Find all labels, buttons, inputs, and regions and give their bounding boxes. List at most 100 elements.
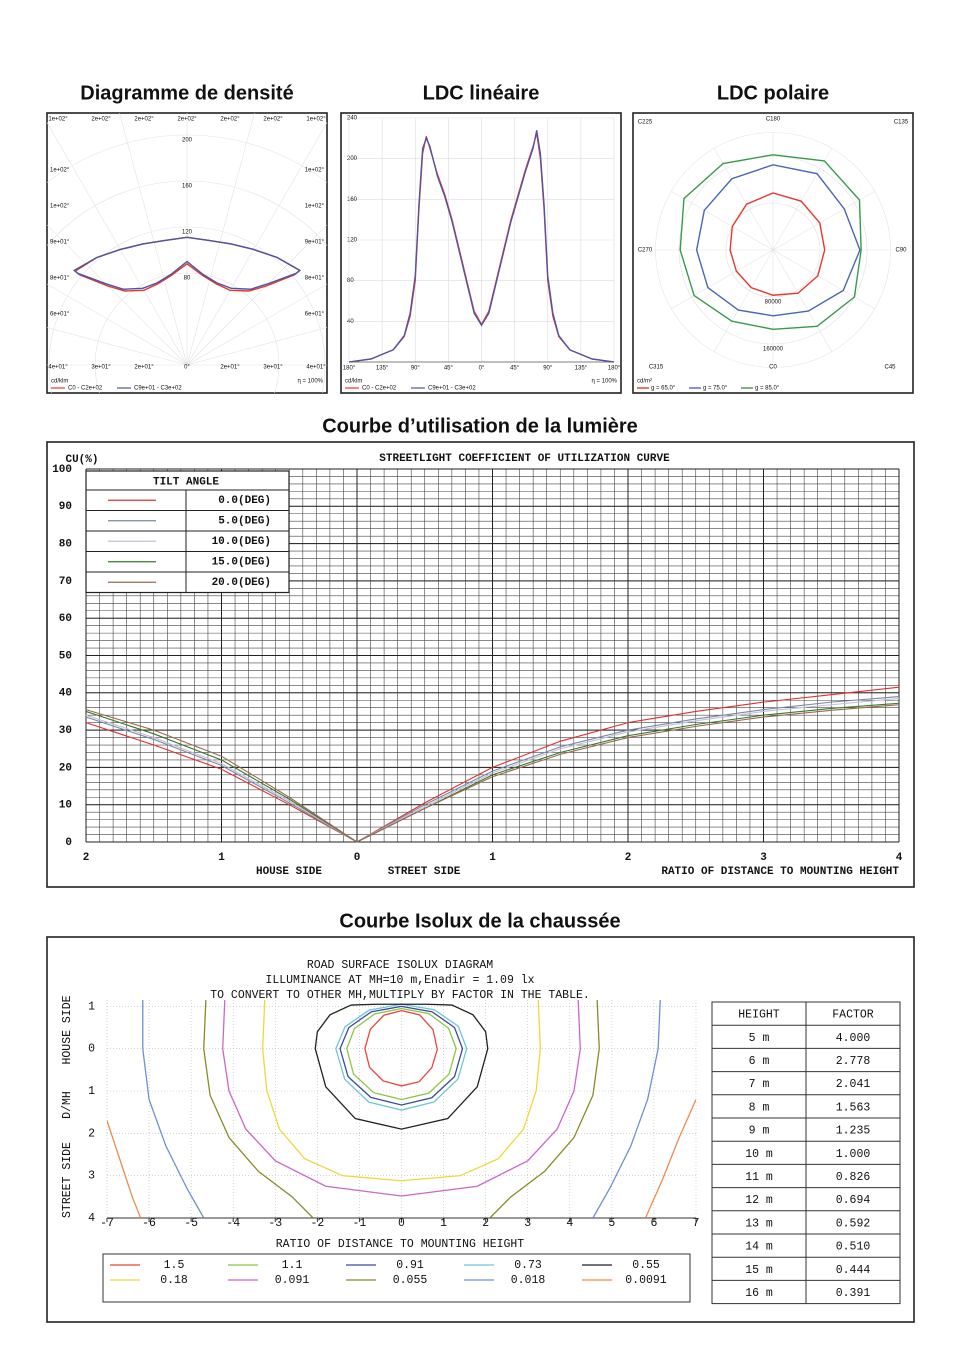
grid-circle bbox=[47, 134, 327, 183]
grid-circle bbox=[47, 180, 327, 247]
y-tick-label: 80 bbox=[347, 278, 354, 284]
y-tick-label: 30 bbox=[59, 725, 72, 737]
x-axis-label: RATIO OF DISTANCE TO MOUNTING HEIGHT bbox=[661, 866, 899, 878]
angle-label: 8e+01° bbox=[50, 276, 70, 282]
y-axis-label: CU(%) bbox=[65, 454, 98, 466]
x-tick-label: 2 bbox=[482, 1217, 489, 1230]
table-cell: 12 m bbox=[745, 1194, 773, 1207]
subtitle: ILLUMINANCE AT MH=10 m,Enadir = 1.09 lx bbox=[265, 974, 534, 987]
unit-label: cd/klm bbox=[51, 379, 68, 385]
y-axis-label: HOUSE SIDE bbox=[61, 995, 74, 1064]
spoke bbox=[47, 327, 188, 366]
y-tick-label: 160000 bbox=[763, 347, 784, 353]
series-line bbox=[85, 702, 900, 843]
series-line bbox=[85, 704, 900, 843]
x-tick-label: 6 bbox=[650, 1217, 657, 1230]
x-tick-label: 45° bbox=[510, 366, 520, 372]
x-tick-label: -7 bbox=[100, 1217, 114, 1230]
x-tick-label: 180° bbox=[608, 366, 621, 372]
angle-label: 0° bbox=[184, 365, 190, 371]
subtitle: ROAD SURFACE ISOLUX DIAGRAM bbox=[307, 959, 493, 972]
spoke bbox=[772, 148, 833, 251]
table-cell: 13 m bbox=[745, 1217, 773, 1230]
y-axis-label: STREET SIDE bbox=[61, 1142, 74, 1218]
efficiency-label: η = 100% bbox=[297, 379, 323, 385]
angle-label: 2e+01° bbox=[134, 365, 154, 371]
legend-label: 0.73 bbox=[514, 1259, 542, 1272]
y-tick-label: 90 bbox=[59, 501, 72, 513]
table-cell: 7 m bbox=[749, 1078, 770, 1091]
spoke bbox=[772, 249, 875, 310]
spoke bbox=[47, 121, 188, 366]
table-cell: 0.694 bbox=[836, 1194, 871, 1207]
x-tick-label: 0 bbox=[398, 1217, 405, 1230]
x-axis-label: HOUSE SIDE bbox=[256, 866, 322, 878]
angle-label: 2e+02° bbox=[177, 117, 197, 123]
legend-box bbox=[85, 470, 290, 594]
angle-label: 2e+01° bbox=[220, 365, 240, 371]
spoke bbox=[713, 249, 774, 352]
x-tick-label: -2 bbox=[310, 1217, 324, 1230]
table-cell: 0.510 bbox=[836, 1241, 871, 1254]
series-line bbox=[73, 236, 301, 290]
x-tick-label: 1 bbox=[218, 852, 225, 864]
angle-label: C180 bbox=[766, 117, 781, 123]
y-tick-label: 80000 bbox=[765, 300, 782, 306]
angle-label: 1e+02° bbox=[50, 204, 70, 210]
unit-label: cd/klm bbox=[345, 379, 362, 385]
x-axis-label: STREET SIDE bbox=[388, 866, 461, 878]
angle-label: 1e+02° bbox=[305, 204, 325, 210]
grid-circle bbox=[94, 272, 280, 393]
table-cell: 11 m bbox=[745, 1171, 773, 1184]
legend-label: g = 75.0° bbox=[703, 386, 728, 392]
table-cell: 2.041 bbox=[836, 1078, 871, 1091]
y-tick-label: 200 bbox=[182, 138, 193, 144]
angle-label: 4e+01° bbox=[306, 365, 326, 371]
contour-line bbox=[339, 1005, 464, 1106]
y-tick-label: 10 bbox=[59, 800, 72, 812]
y-tick-label: 240 bbox=[347, 116, 358, 122]
x-tick-label: 1 bbox=[440, 1217, 447, 1230]
y-tick-label: 120 bbox=[347, 238, 358, 244]
legend-label: 0.18 bbox=[160, 1274, 188, 1287]
x-tick-label: 2 bbox=[83, 852, 90, 864]
contour-line bbox=[107, 1099, 696, 1218]
legend-label: 1.1 bbox=[282, 1259, 303, 1272]
table-cell: 4.000 bbox=[836, 1032, 871, 1045]
x-axis-label: RATIO OF DISTANCE TO MOUNTING HEIGHT bbox=[276, 1238, 525, 1251]
table-cell: 0.444 bbox=[836, 1264, 871, 1277]
x-tick-label: 45° bbox=[444, 366, 454, 372]
angle-label: C0 bbox=[769, 365, 777, 371]
y-tick-label: 0 bbox=[65, 837, 72, 849]
spoke bbox=[671, 249, 774, 310]
x-tick-label: 90° bbox=[411, 366, 421, 372]
angle-label: 1e+02° bbox=[48, 117, 68, 123]
table-cell: 9 m bbox=[749, 1125, 770, 1138]
chart-title: LDC polaire bbox=[717, 82, 829, 104]
y-tick-label: 1 bbox=[88, 1085, 95, 1098]
legend-label: C9e+01 - C3e+02 bbox=[428, 386, 476, 392]
contour-line bbox=[364, 1009, 438, 1087]
x-tick-label: 90° bbox=[543, 366, 553, 372]
legend-label: 15.0(DEG) bbox=[212, 557, 271, 569]
chart-title: Courbe Isolux de la chaussée bbox=[339, 910, 620, 932]
contour-line bbox=[314, 1003, 489, 1130]
outer-circle bbox=[655, 132, 891, 368]
subtitle: STREETLIGHT COEFFICIENT OF UTILIZATION C… bbox=[379, 453, 670, 465]
y-tick-label: 2 bbox=[88, 1127, 95, 1140]
table-cell: 16 m bbox=[745, 1287, 773, 1300]
table-cell: 15 m bbox=[745, 1264, 773, 1277]
table-cell: 14 m bbox=[745, 1241, 773, 1254]
legend-box bbox=[102, 1253, 691, 1303]
chart-title: LDC linéaire bbox=[423, 82, 540, 104]
x-tick-label: 1 bbox=[489, 852, 496, 864]
contour-line bbox=[335, 1003, 468, 1111]
legend-label: 10.0(DEG) bbox=[212, 536, 271, 548]
contour-line bbox=[203, 1000, 600, 1218]
grid-circle bbox=[48, 226, 326, 393]
angle-label: 3e+01° bbox=[263, 365, 283, 371]
spoke bbox=[713, 148, 774, 251]
angle-label: 3e+01° bbox=[91, 365, 111, 371]
angle-label: 2e+02° bbox=[220, 117, 240, 123]
